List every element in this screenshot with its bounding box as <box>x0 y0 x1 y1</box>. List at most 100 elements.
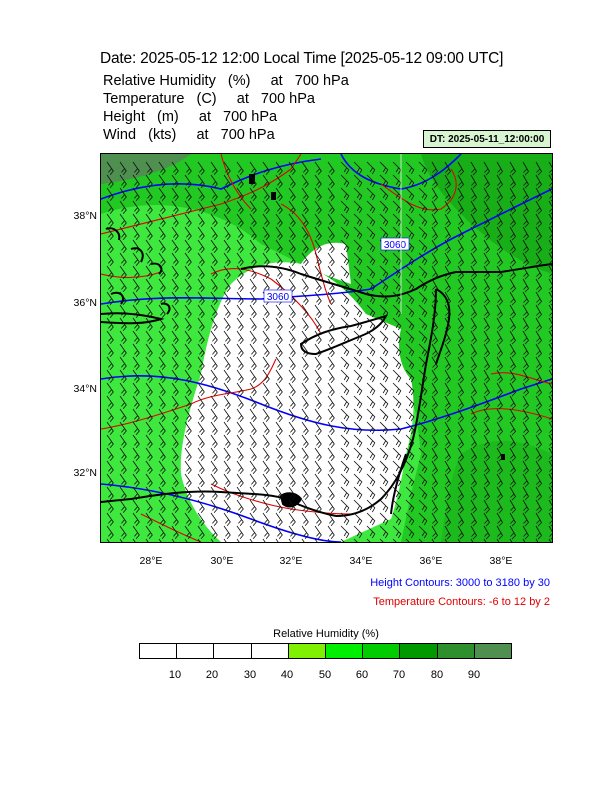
wind-barb <box>431 265 438 280</box>
wind-barb <box>483 226 490 241</box>
height-contours <box>101 154 552 542</box>
wind-barb <box>470 161 477 176</box>
wind-barb <box>548 278 552 293</box>
wind-barb <box>418 265 428 279</box>
lon-label-32: 32°E <box>279 555 303 567</box>
wind-barb <box>470 447 477 462</box>
wind-barb <box>301 291 309 306</box>
wind-barb <box>340 200 350 214</box>
wind-barb <box>496 278 503 293</box>
wind-barb <box>483 174 490 189</box>
wind-barb <box>171 460 179 475</box>
wind-barb <box>184 356 192 371</box>
wind-barb <box>366 278 376 292</box>
wind-barb <box>262 460 270 475</box>
wind-barb <box>249 447 257 462</box>
wind-barb <box>132 408 140 423</box>
wind-barb <box>366 473 376 487</box>
wind-barb <box>314 369 322 384</box>
wind-barb <box>184 434 192 449</box>
wind-barb <box>470 434 477 449</box>
wind-barb <box>106 525 114 540</box>
wind-barb <box>444 447 451 462</box>
wind-barb <box>483 369 490 384</box>
wind-barb <box>132 382 140 397</box>
wind-barb <box>548 421 552 436</box>
wind-barb <box>340 330 350 344</box>
lat-label-34: 34°N <box>73 383 97 395</box>
wind-barb <box>509 187 516 202</box>
wind-barb <box>470 278 477 293</box>
wind-barb <box>548 382 552 397</box>
wind-barb <box>405 317 415 331</box>
wind-barb <box>379 525 389 539</box>
wind-barb <box>340 460 350 474</box>
wind-barb <box>184 265 192 280</box>
wind-barb <box>327 512 335 527</box>
wind-barb <box>496 512 503 527</box>
wind-barb <box>106 499 114 514</box>
wind-barb <box>522 525 529 540</box>
wind-barb <box>314 226 322 241</box>
wind-barb <box>366 265 376 279</box>
wind-barb <box>288 317 296 332</box>
wind-barb <box>171 265 179 280</box>
wind-barb <box>327 252 335 267</box>
wind-barb <box>366 512 376 526</box>
wind-barb <box>314 356 322 371</box>
wind-barb <box>262 213 270 228</box>
wind-barb <box>223 460 231 475</box>
wind-barb <box>509 317 516 332</box>
wind-barb <box>366 408 376 422</box>
wind-barb <box>418 369 428 383</box>
wind-barb <box>340 408 350 422</box>
wind-barb <box>171 356 179 371</box>
wind-barb <box>392 408 402 422</box>
wind-barb <box>119 447 127 462</box>
wind-barb <box>106 343 114 358</box>
wind-barb <box>184 369 192 384</box>
wind-barb <box>275 447 283 462</box>
wind-barb <box>314 512 322 527</box>
wind-barb <box>275 369 283 384</box>
wind-barb <box>301 304 309 319</box>
wind-barb <box>158 460 166 475</box>
wind-barb <box>145 382 153 397</box>
wind-barb <box>483 499 490 514</box>
wind-barb <box>353 460 363 474</box>
wind-barb <box>314 265 322 280</box>
wind-barb <box>431 213 438 228</box>
wind-barb <box>418 460 428 474</box>
wind-barb <box>210 330 218 345</box>
wind-barb <box>236 174 244 189</box>
wind-barb <box>275 200 283 215</box>
wind-barb <box>496 239 503 254</box>
wind-barb <box>353 226 363 240</box>
wind-barb <box>223 252 231 267</box>
wind-barb <box>405 226 415 240</box>
wind-barb <box>444 330 451 345</box>
wind-barb <box>496 265 503 280</box>
wind-barb <box>327 421 335 436</box>
wind-barb <box>470 226 477 241</box>
wind-barb <box>444 226 451 241</box>
wind-barb <box>210 525 218 540</box>
wind-barb <box>418 304 428 318</box>
wind-barb <box>184 473 192 488</box>
wind-barb <box>314 408 322 423</box>
wind-barb <box>418 408 428 422</box>
wind-barb <box>132 356 140 371</box>
wind-barb <box>470 460 477 475</box>
wind-barb <box>184 174 192 189</box>
wind-barb <box>236 421 244 436</box>
wind-barb <box>509 174 516 189</box>
wind-barb <box>366 239 376 253</box>
wind-barb <box>249 226 257 241</box>
wind-barb <box>431 187 438 202</box>
wind-barb <box>210 421 218 436</box>
wind-barb <box>197 447 205 462</box>
wind-barb <box>158 252 166 267</box>
wind-barb <box>301 525 309 540</box>
wind-barb <box>197 239 205 254</box>
dt-badge: DT: 2025-05-11_12:00:00 <box>423 130 551 148</box>
